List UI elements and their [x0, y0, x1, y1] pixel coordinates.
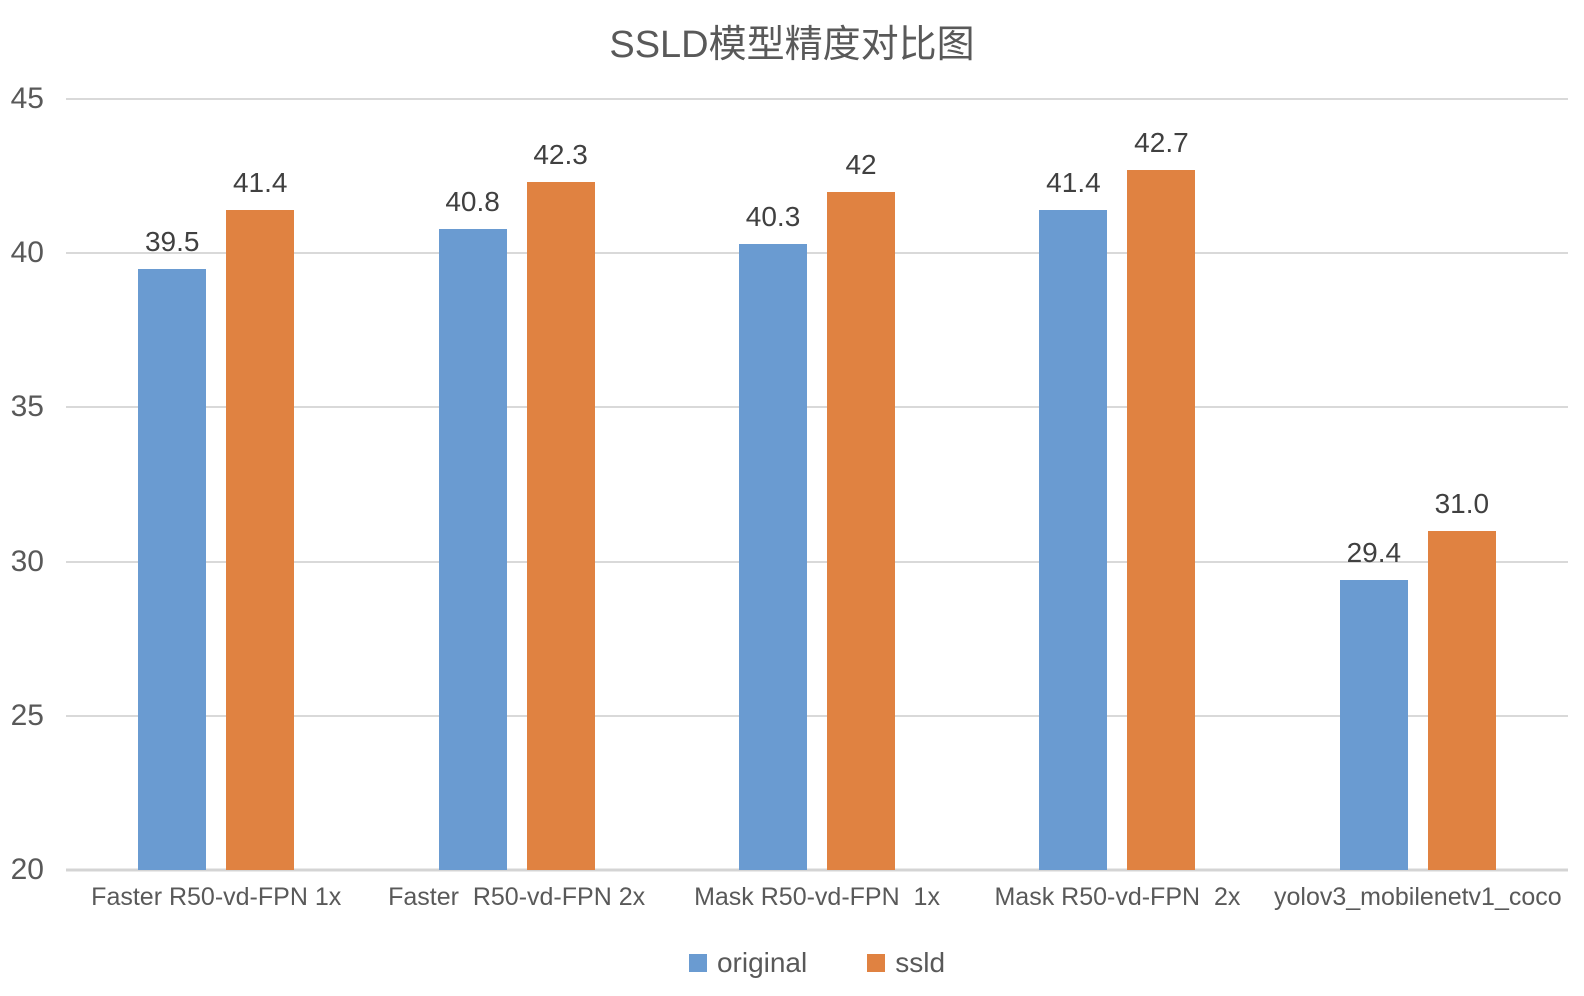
- bar-value-label: 31.0: [1434, 487, 1490, 519]
- y-axis: 45 40 35 30 25 20: [0, 82, 48, 886]
- bar-value-label: 42: [845, 148, 877, 180]
- gridlines: [66, 98, 1568, 872]
- bar-value-label: 29.4: [1346, 537, 1402, 569]
- legend: original ssld: [66, 941, 1568, 985]
- bar-value-label: 40.3: [745, 200, 801, 232]
- bar-value-label: 40.8: [445, 185, 500, 217]
- x-axis: Faster R50-vd-FPN 1x Faster R50-vd-FPN 2x…: [66, 883, 1568, 912]
- ssld-bar: 31.0: [1427, 488, 1496, 870]
- gridline: [66, 560, 1568, 563]
- legend-label: original: [716, 947, 808, 978]
- x-category-label: yolov3_mobilenetv1_coco: [1273, 883, 1562, 911]
- bar-value-label: 42.7: [1134, 126, 1189, 158]
- bar-value-label: 42.3: [533, 139, 588, 171]
- legend-item-original: original: [688, 947, 808, 979]
- gridline: [66, 252, 1568, 255]
- y-tick-label: 40: [10, 236, 44, 270]
- x-category-label: Mask R50-vd-FPN 2x: [994, 883, 1241, 911]
- original-bar: 39.5: [138, 226, 207, 870]
- bar-value-label: 39.5: [144, 225, 200, 257]
- ssld-bar: 42.3: [526, 139, 595, 870]
- x-category-label: Faster R50-vd-FPN 1x: [91, 883, 342, 911]
- original-bar: 29.4: [1339, 537, 1408, 870]
- original-bar: 41.4: [1039, 167, 1108, 870]
- ssld-bar: 42.7: [1127, 127, 1196, 870]
- ssld-bar: 41.4: [226, 167, 295, 870]
- gridline: [66, 714, 1568, 717]
- bar-groups: 39.5 41.4 40.8 42.3 40.3 42 41.4 42.7 29.4 31.0: [66, 99, 1568, 870]
- gridline: [66, 98, 1568, 100]
- bar-group: 29.4 31.0: [1268, 99, 1568, 870]
- legend-item-ssld: ssld: [867, 947, 945, 979]
- bar-value-label: 41.4: [232, 167, 288, 199]
- x-category-label: Mask R50-vd-FPN 1x: [694, 883, 940, 911]
- x-category-label: Faster R50-vd-FPN 2x: [388, 883, 646, 911]
- y-tick-label: 35: [10, 390, 44, 424]
- legend-label: ssld: [895, 947, 946, 978]
- original-bar: 40.8: [438, 186, 507, 870]
- original-bar: 40.3: [739, 201, 808, 870]
- legend-swatch-icon: [867, 954, 886, 972]
- plot-area: 39.5 41.4 40.8 42.3 40.3 42 41.4 42.7 29.4 31.0: [66, 98, 1568, 872]
- bar-group: 40.3 42: [667, 99, 967, 870]
- gridline: [66, 406, 1568, 409]
- bar-group: 41.4 42.7: [967, 99, 1267, 870]
- y-tick-label: 30: [10, 544, 44, 578]
- gridline: [66, 868, 1568, 872]
- ssld-bar: 42: [827, 149, 896, 870]
- bar-group: 39.5 41.4: [66, 99, 366, 870]
- y-tick-label: 45: [10, 82, 44, 115]
- chart-title: SSLD模型精度对比图: [609, 24, 975, 66]
- y-tick-label: 25: [10, 698, 44, 732]
- y-tick-label: 20: [10, 853, 44, 886]
- bar-group: 40.8 42.3: [366, 99, 666, 870]
- legend-swatch-icon: [688, 954, 707, 972]
- bar-value-label: 41.4: [1046, 167, 1101, 199]
